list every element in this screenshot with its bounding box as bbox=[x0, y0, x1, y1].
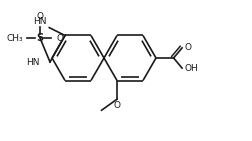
Text: O: O bbox=[57, 34, 64, 42]
Text: O: O bbox=[36, 12, 43, 21]
Text: CH₃: CH₃ bbox=[6, 34, 23, 42]
Text: OH: OH bbox=[183, 64, 197, 73]
Text: O: O bbox=[183, 43, 190, 52]
Text: O: O bbox=[113, 101, 120, 110]
Text: HN: HN bbox=[33, 17, 46, 26]
Text: S: S bbox=[36, 33, 43, 43]
Text: HN: HN bbox=[26, 58, 40, 67]
